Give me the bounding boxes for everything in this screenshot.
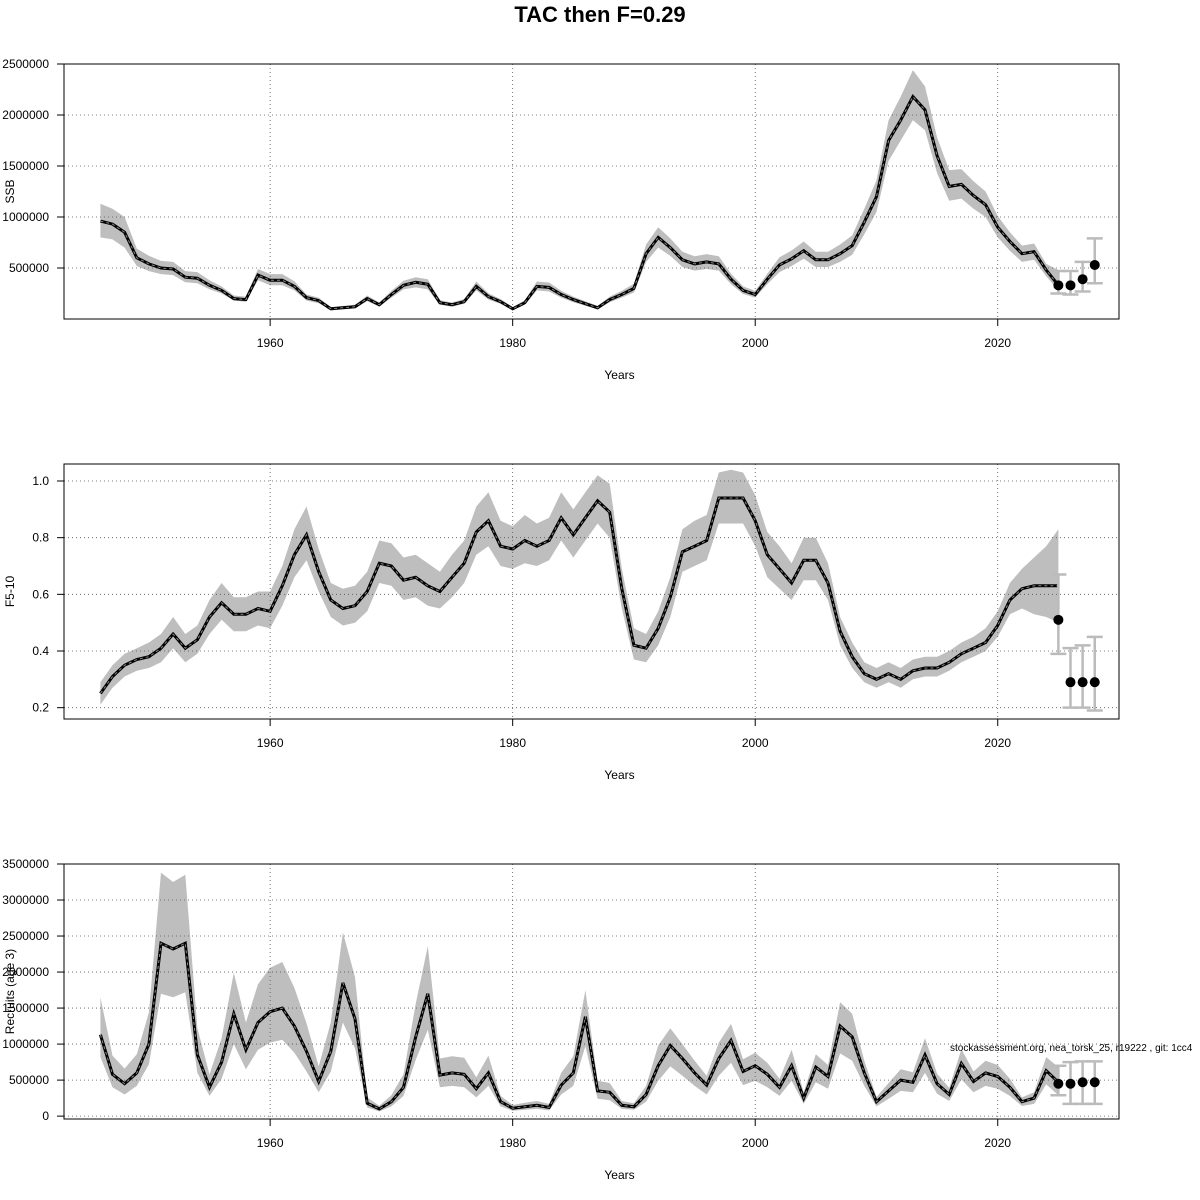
y-tick-label: 2500000 xyxy=(2,57,49,71)
panel-1: 1960 1980 2000 2020 500000 1000000 1500000 2000… xyxy=(2,57,1120,382)
series-line-dash xyxy=(100,95,1059,310)
x-tick-label: 1980 xyxy=(499,336,526,350)
forecast-point xyxy=(1089,677,1100,688)
x-tick-label: 2000 xyxy=(742,736,769,750)
chart-title: TAC then F=0.29 xyxy=(514,2,686,27)
x-tick-label: 1980 xyxy=(499,736,526,750)
y-tick-label: 0.2 xyxy=(32,701,49,715)
forecast-point xyxy=(1077,1077,1088,1088)
x-axis-label: Years xyxy=(604,768,634,782)
y-tick-label: 500000 xyxy=(9,261,49,275)
y-tick-label: 500000 xyxy=(9,1073,49,1087)
x-tick-label: 2020 xyxy=(984,1136,1011,1150)
forecast-point xyxy=(1077,677,1088,688)
y-axis-label: SSB xyxy=(3,179,17,203)
forecast-point xyxy=(1065,677,1076,688)
plot-frame xyxy=(63,863,1120,1120)
y-axis-label: Recruits (age 3) xyxy=(3,949,17,1034)
y-tick-label: 1000000 xyxy=(2,1037,49,1051)
forecast-point xyxy=(1053,1078,1064,1089)
forecast-point xyxy=(1089,1077,1100,1088)
x-tick-label: 1960 xyxy=(257,736,284,750)
y-tick-label: 0.8 xyxy=(32,531,49,545)
x-tick-label: 1980 xyxy=(499,1136,526,1150)
y-tick-label: 1.0 xyxy=(32,474,49,488)
forecast-point xyxy=(1053,614,1064,625)
x-tick-label: 2000 xyxy=(742,336,769,350)
y-tick-label: 2000000 xyxy=(2,108,49,122)
panel-3: 1960 1980 2000 2020 0 500000 1000000 1500000 200… xyxy=(2,857,1120,1182)
plot-frame xyxy=(63,463,1120,720)
plot-frame xyxy=(63,63,1120,320)
confidence-band xyxy=(100,469,1059,705)
y-axis-label: F5-10 xyxy=(3,576,17,608)
x-tick-label: 2000 xyxy=(742,1136,769,1150)
footnote-text: stockassessment.org, nea_torsk_25, r1922… xyxy=(950,1043,1193,1054)
series-line-dash xyxy=(99,497,1059,694)
y-tick-label: 1500000 xyxy=(2,159,49,173)
y-tick-label: 1000000 xyxy=(2,210,49,224)
y-tick-label: 0.6 xyxy=(32,587,49,601)
x-tick-label: 1960 xyxy=(257,336,284,350)
y-tick-label: 2500000 xyxy=(2,929,49,943)
y-tick-label: 0 xyxy=(42,1109,49,1123)
series-line xyxy=(100,93,1060,311)
forecast-point xyxy=(1089,259,1100,270)
forecast-point xyxy=(1077,274,1088,285)
x-tick-label: 2020 xyxy=(984,336,1011,350)
forecast-point xyxy=(1053,280,1064,291)
series-line-dash xyxy=(99,942,1059,1110)
forecast-point xyxy=(1065,1078,1076,1089)
x-axis-label: Years xyxy=(604,1168,634,1182)
x-tick-label: 2020 xyxy=(984,736,1011,750)
confidence-band xyxy=(100,70,1059,311)
y-tick-label: 3000000 xyxy=(2,893,49,907)
panel-2: 1960 1980 2000 2020 0.2 0.4 0.6 0.8 1.0 Years F5-1… xyxy=(3,463,1120,782)
forecast-point xyxy=(1065,280,1076,291)
x-axis-label: Years xyxy=(604,368,634,382)
confidence-band xyxy=(100,872,1059,1112)
y-tick-label: 3500000 xyxy=(2,857,49,871)
y-tick-label: 2000000 xyxy=(2,965,49,979)
x-tick-label: 1960 xyxy=(257,1136,284,1150)
y-tick-label: 1500000 xyxy=(2,1001,49,1015)
y-tick-label: 0.4 xyxy=(32,644,49,658)
